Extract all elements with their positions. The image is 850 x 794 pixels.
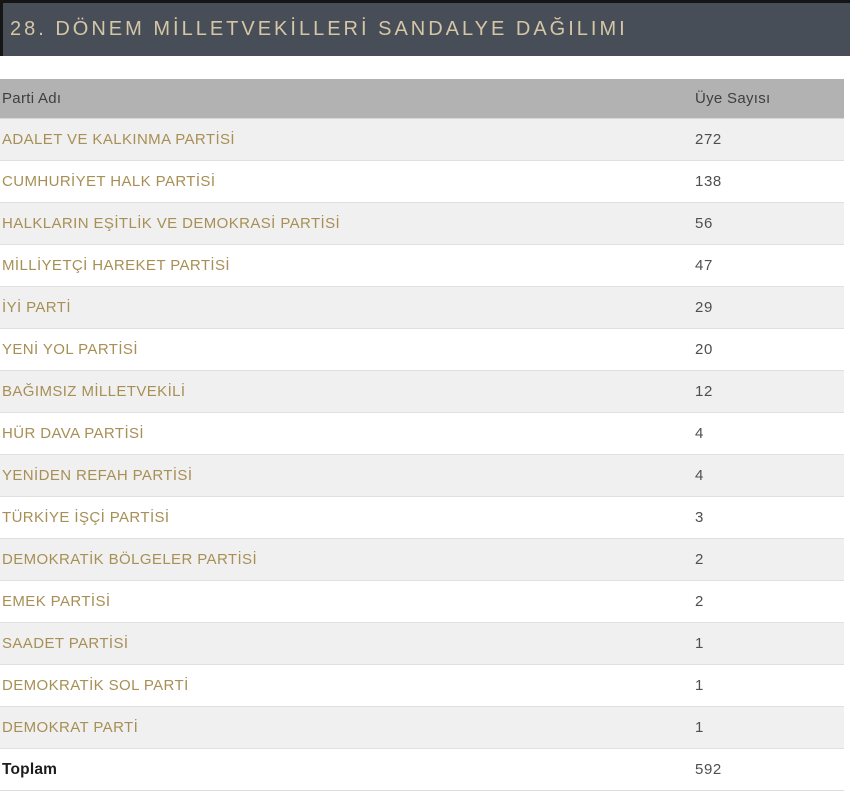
table-row: TÜRKİYE İŞÇİ PARTİSİ 3 [0,497,844,539]
party-name-link[interactable]: SAADET PARTİSİ [2,634,129,652]
party-name-link[interactable]: TÜRKİYE İŞÇİ PARTİSİ [2,508,170,526]
total-seat-count: 592 [695,760,722,778]
table-row: YENİDEN REFAH PARTİSİ 4 [0,455,844,497]
page-title: 28. DÖNEM MİLLETVEKİLLERİ SANDALYE DAĞIL… [10,18,628,40]
table-body: ADALET VE KALKINMA PARTİSİ 272 CUMHURİYE… [0,119,844,749]
seat-count: 2 [695,550,704,568]
table-row: CUMHURİYET HALK PARTİSİ 138 [0,161,844,203]
seat-count: 3 [695,508,704,526]
seat-count: 1 [695,718,704,736]
party-name-link[interactable]: EMEK PARTİSİ [2,592,111,610]
column-header-seats: Üye Sayısı [695,90,771,107]
table-row: DEMOKRATİK BÖLGELER PARTİSİ 2 [0,539,844,581]
party-name-link[interactable]: YENİDEN REFAH PARTİSİ [2,466,193,484]
party-name-link[interactable]: ADALET VE KALKINMA PARTİSİ [2,130,235,148]
seat-count: 29 [695,298,713,316]
header-gap [0,56,850,79]
seat-count: 56 [695,214,713,232]
seat-count: 4 [695,424,704,442]
table-row: HALKLARIN EŞİTLİK VE DEMOKRASİ PARTİSİ 5… [0,203,844,245]
party-name-link[interactable]: MİLLİYETÇİ HAREKET PARTİSİ [2,256,230,274]
table-row: İYİ PARTİ 29 [0,287,844,329]
table-row: SAADET PARTİSİ 1 [0,623,844,665]
seat-count: 1 [695,634,704,652]
total-row: Toplam 592 [0,749,844,791]
seat-count: 20 [695,340,713,358]
seat-count: 2 [695,592,704,610]
table-row: ADALET VE KALKINMA PARTİSİ 272 [0,119,844,161]
seat-count: 272 [695,130,722,148]
seat-count: 4 [695,466,704,484]
table-row: MİLLİYETÇİ HAREKET PARTİSİ 47 [0,245,844,287]
party-name-link[interactable]: DEMOKRATİK BÖLGELER PARTİSİ [2,550,258,568]
column-header-party: Parti Adı [2,90,62,107]
party-name-link[interactable]: CUMHURİYET HALK PARTİSİ [2,172,216,190]
seat-count: 138 [695,172,722,190]
table-row: EMEK PARTİSİ 2 [0,581,844,623]
table-row: DEMOKRATİK SOL PARTİ 1 [0,665,844,707]
seat-count: 12 [695,382,713,400]
table-row: DEMOKRAT PARTİ 1 [0,707,844,749]
title-bar: 28. DÖNEM MİLLETVEKİLLERİ SANDALYE DAĞIL… [0,0,850,56]
seat-count: 47 [695,256,713,274]
party-name-link[interactable]: HÜR DAVA PARTİSİ [2,424,144,442]
table-header-row: Parti Adı Üye Sayısı [0,79,844,119]
party-name-link[interactable]: YENİ YOL PARTİSİ [2,340,138,358]
table-row: HÜR DAVA PARTİSİ 4 [0,413,844,455]
party-name-link[interactable]: HALKLARIN EŞİTLİK VE DEMOKRASİ PARTİSİ [2,214,341,232]
seat-count: 1 [695,676,704,694]
party-name-link[interactable]: BAĞIMSIZ MİLLETVEKİLİ [2,382,186,400]
party-name-link[interactable]: DEMOKRATİK SOL PARTİ [2,676,189,694]
party-name-link[interactable]: İYİ PARTİ [2,298,71,316]
table-row: BAĞIMSIZ MİLLETVEKİLİ 12 [0,371,844,413]
total-label: Toplam [2,760,58,778]
table-row: YENİ YOL PARTİSİ 20 [0,329,844,371]
seat-distribution-table: Parti Adı Üye Sayısı ADALET VE KALKINMA … [0,79,844,791]
party-name-link[interactable]: DEMOKRAT PARTİ [2,718,139,736]
